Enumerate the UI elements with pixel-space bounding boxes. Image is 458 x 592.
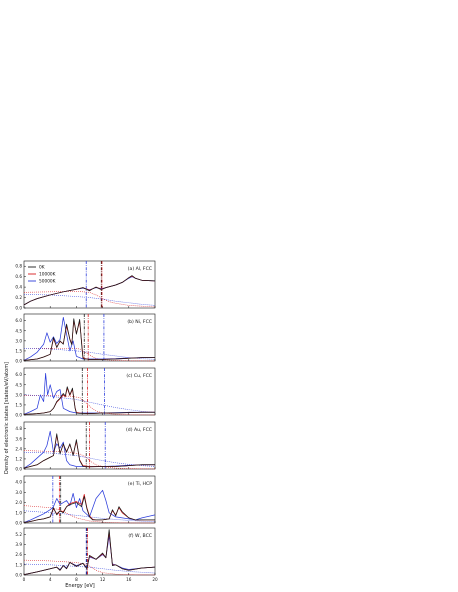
occupied-dos-50000K (23, 347, 156, 360)
y-tick-label: 4.5 (15, 382, 22, 387)
y-tick-label: 0.0 (15, 413, 22, 418)
legend-label: 0K (39, 265, 45, 271)
y-tick-label: 3.0 (15, 490, 22, 495)
occupied-dos-10000K (23, 505, 156, 524)
panel-4: 0.0 1.0 2.0 3.0 4.0 (e) Ti, HCP (15, 475, 156, 526)
y-tick-label: 0.6 (15, 274, 22, 279)
panel-0: 0.0 0.2 0.4 0.6 0.8 (a) Al, FCC (15, 260, 156, 311)
y-tick-label: 0.4 (15, 285, 22, 290)
y-tick-label: 3.0 (15, 338, 22, 343)
y-tick-label: 4.5 (15, 328, 22, 333)
panel-label: (c) Cu, FCC (126, 373, 152, 379)
panel-frame (23, 527, 156, 576)
panel-label: (b) Ni, FCC (127, 319, 152, 325)
y-tick-label: 2.6 (15, 552, 22, 557)
panel-stack: 0.0 0.2 0.4 0.6 0.8 (a) Al, FCC 0.0 1.5 3.0 4.5 6.… (15, 260, 158, 582)
dos-curve-50000K (23, 489, 156, 523)
y-tick-label: 1.0 (15, 510, 22, 515)
dos-curve-0K (23, 275, 156, 306)
occupied-dos-50000K (23, 394, 156, 413)
panel-frame (23, 260, 156, 309)
y-tick-label: 3.0 (15, 392, 22, 397)
y-tick-label: 1.5 (15, 402, 22, 407)
y-tick-label: 1.2 (15, 456, 22, 461)
panel-frame (23, 313, 156, 362)
dos-curve-10000K (23, 494, 155, 523)
x-tick-label: 16 (126, 577, 132, 582)
legend-label: 10000K (39, 272, 56, 278)
panel-label: (e) Ti, HCP (128, 481, 152, 487)
y-tick-label: 0.0 (15, 359, 22, 364)
occupied-dos-10000K (24, 347, 156, 362)
dos-curve-0K (23, 386, 155, 415)
occupied-dos-10000K (23, 559, 156, 576)
x-tick-label: 4 (49, 577, 52, 582)
x-tick-label: 12 (100, 577, 106, 582)
dos-curve-50000K (23, 372, 155, 415)
occupied-dos-50000K (23, 294, 156, 306)
dos-curve-50000K (23, 430, 155, 469)
y-tick-label: 3.6 (15, 436, 22, 441)
y-tick-label: 5.2 (15, 532, 22, 537)
dos-curve-0K (23, 433, 155, 469)
panel-label: (f) W, BCC (128, 533, 152, 539)
dos-curve-0K (23, 529, 156, 575)
y-tick-label: 0.0 (15, 306, 22, 311)
panel-5: 0.0 1.3 2.6 3.9 5.2 0 4 8 12 16 20 (f) W, BCC (15, 527, 158, 582)
y-tick-label: 0.0 (15, 467, 22, 472)
x-tick-label: 8 (75, 577, 78, 582)
x-tick-label: 20 (152, 577, 158, 582)
y-tick-label: 2.0 (15, 500, 22, 505)
y-tick-label: 6.0 (15, 318, 22, 323)
occupied-dos-10000K (23, 290, 156, 308)
y-tick-label: 0.0 (15, 573, 22, 578)
legend-label: 50000K (39, 279, 56, 285)
y-tick-label: 4.8 (15, 426, 22, 431)
y-axis-label: Density of electronic states [states/eV/… (4, 362, 10, 474)
y-tick-label: 1.5 (15, 348, 22, 353)
y-tick-label: 0.8 (15, 264, 22, 269)
occupied-dos-50000K (23, 563, 156, 574)
panel-1: 0.0 1.5 3.0 4.5 6.0 (b) Ni, FCC (15, 313, 156, 364)
dos-curve-0K (23, 496, 155, 523)
y-tick-label: 1.3 (15, 562, 22, 567)
y-tick-label: 4.0 (15, 480, 22, 485)
y-tick-label: 0.2 (15, 295, 22, 300)
x-tick-label: 0 (23, 577, 26, 582)
panel-frame (23, 367, 156, 416)
y-tick-label: 3.9 (15, 542, 22, 547)
panel-2: 0.0 1.5 3.0 4.5 6.0 (c) Cu, FCC (15, 367, 156, 418)
y-tick-label: 0.0 (15, 521, 22, 526)
y-tick-label: 6.0 (15, 372, 22, 377)
occupied-dos-10000K (23, 450, 156, 470)
x-axis-label: Energy [eV] (65, 583, 95, 589)
dos-curve-0K (23, 318, 155, 361)
dos-curve-10000K (23, 320, 155, 361)
panel-label: (a) Al, FCC (128, 266, 152, 272)
panel-frame (23, 475, 156, 524)
panel-label: (d) Au, FCC (126, 427, 152, 433)
panel-3: 0.0 1.2 2.4 3.6 4.8 (d) Au, FCC (15, 421, 156, 472)
y-tick-label: 2.4 (15, 446, 22, 451)
